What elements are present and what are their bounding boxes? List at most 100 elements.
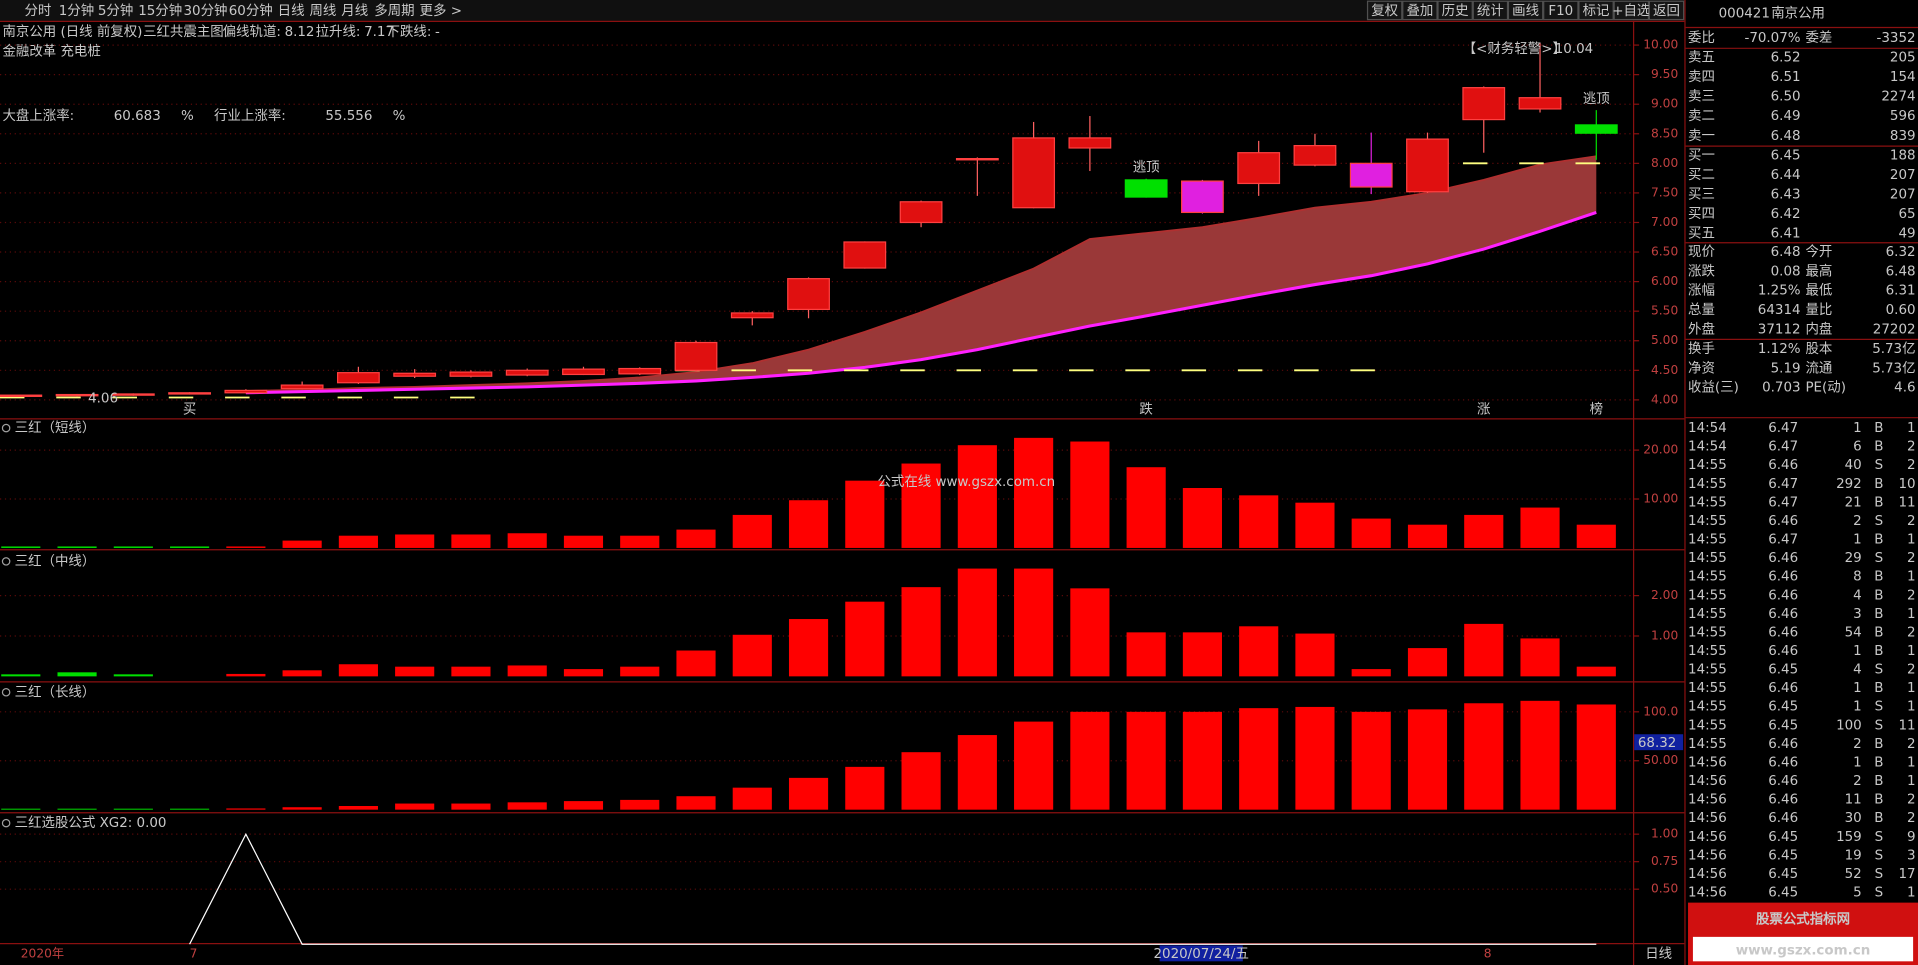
panel-icon[interactable] [1, 818, 11, 828]
bar [957, 735, 997, 810]
stat-cell: 涨幅 [1688, 283, 1715, 299]
tick-cell: B [1874, 440, 1883, 455]
order-cell: 205 [1890, 50, 1916, 65]
bar [620, 666, 660, 677]
period-tab[interactable]: 5分钟 [98, 2, 133, 19]
bar [1464, 623, 1504, 677]
period-tab[interactable]: 多周期 [374, 2, 414, 19]
toolbar-button-frame[interactable] [1472, 0, 1509, 21]
bar [1070, 588, 1110, 677]
toolbar-button-frame[interactable] [1366, 0, 1403, 21]
panel-icon[interactable] [1, 423, 11, 433]
period-tab[interactable]: 1分钟 [59, 2, 94, 19]
watermark: 公式在线 www.gszx.com.cn [877, 474, 1055, 490]
tick-cell: B [1874, 588, 1883, 603]
period-tab[interactable]: 更多 > [420, 2, 462, 19]
bar [1351, 518, 1391, 548]
toolbar-button-frame[interactable] [1507, 0, 1544, 21]
tick-cell: 14:54 [1688, 440, 1727, 455]
bar [1, 674, 41, 677]
period-tab[interactable]: 分时 [24, 3, 51, 19]
candle-body [618, 367, 662, 375]
cursor-value: 68.32 [1638, 736, 1676, 751]
candle-body [168, 392, 212, 395]
period-label[interactable]: 日线 [1645, 946, 1672, 962]
band-line [245, 210, 1597, 395]
period-tab[interactable]: 15分钟 [138, 2, 182, 19]
y-tick-label: 9.50 [1651, 67, 1678, 81]
toolbar-button[interactable]: 返回 [1653, 3, 1680, 19]
tick-cell: 100 [1836, 718, 1862, 733]
y-tick-label: 5.00 [1651, 333, 1678, 347]
period-tab[interactable]: 30分钟 [183, 2, 227, 19]
toolbar-button-frame[interactable] [1437, 0, 1473, 21]
stat-cell: 最高 [1805, 262, 1832, 279]
tick-cell: 14:55 [1688, 551, 1727, 566]
annotation: 【<财务轻警>】 [1463, 41, 1566, 57]
bar [620, 535, 660, 548]
order-cell: 买三 [1688, 186, 1715, 202]
tick-cell: 3 [1853, 607, 1862, 622]
tick-cell: S [1875, 848, 1884, 863]
stat-cell: 6.31 [1886, 284, 1916, 299]
candle-body [955, 158, 999, 161]
order-cell: 188 [1890, 148, 1916, 163]
toolbar-button-frame[interactable] [1613, 0, 1650, 21]
toolbar-button[interactable]: F10 [1548, 4, 1573, 19]
period-tab[interactable]: 月线 [341, 3, 368, 19]
toolbar-button[interactable]: 历史 [1442, 3, 1469, 19]
toolbar-button[interactable]: 标记 [1583, 3, 1610, 19]
tick-cell: 21 [1845, 495, 1862, 510]
toolbar-button[interactable]: 画线 [1512, 3, 1539, 19]
tick-cell: 6.47 [1768, 440, 1798, 455]
candle-body [336, 372, 380, 384]
stat-unit: % [393, 109, 406, 124]
period-tab[interactable]: 日线 [278, 3, 305, 19]
corner-url: www.gszx.com.cn [1736, 943, 1871, 958]
tick-cell: 6.45 [1768, 867, 1798, 882]
order-cell: 596 [1890, 109, 1916, 124]
bar [507, 533, 547, 548]
tick-cell: 52 [1845, 867, 1862, 882]
candle-body [1349, 162, 1393, 188]
stat-cell: 总量 [1688, 302, 1715, 318]
toolbar-button-frame[interactable] [1578, 0, 1614, 21]
bar [282, 807, 322, 810]
toolbar-button[interactable]: 叠加 [1406, 3, 1433, 19]
bar [282, 670, 322, 677]
tick-cell: 6.46 [1768, 793, 1798, 808]
tick-cell: S [1875, 458, 1884, 473]
panel-icon[interactable] [1, 557, 11, 566]
corner-title: 股票公式指标网 [1756, 911, 1850, 928]
line-label: 下跌线: [387, 24, 432, 40]
tick-cell: 6 [1853, 440, 1862, 455]
candle-body [730, 312, 774, 319]
candle-body [1124, 179, 1168, 198]
period-tab[interactable]: 周线 [309, 3, 336, 19]
bar [845, 601, 885, 677]
panel-icon[interactable] [1, 687, 11, 697]
period-tab[interactable]: 60分钟 [229, 2, 273, 19]
y-tick-label: 1.00 [1651, 827, 1678, 841]
candle-body [1406, 138, 1449, 193]
tick-cell: 29 [1845, 551, 1862, 566]
panel-title: 三红（中线） [15, 553, 96, 569]
bar [676, 796, 716, 810]
tick-cell: 6.45 [1768, 830, 1798, 845]
toolbar-button[interactable]: 复权 [1371, 2, 1398, 19]
toolbar-button-frame[interactable] [1648, 0, 1685, 21]
toolbar-button-frame[interactable] [1543, 0, 1579, 21]
tick-cell: 14:56 [1688, 886, 1727, 901]
toolbar-button[interactable]: 统计 [1477, 3, 1504, 19]
order-cell: 6.44 [1771, 168, 1801, 183]
tick-cell: 14:56 [1688, 774, 1727, 789]
tick-cell: 14:55 [1688, 681, 1727, 696]
toolbar-button-frame[interactable] [1402, 0, 1438, 21]
stat-cell: 64314 [1758, 303, 1801, 318]
bar [57, 672, 97, 677]
tick-cell: 6.46 [1768, 607, 1798, 622]
toolbar-button[interactable]: +自选 [1612, 3, 1650, 19]
signal: 逃顶 [1583, 91, 1610, 107]
